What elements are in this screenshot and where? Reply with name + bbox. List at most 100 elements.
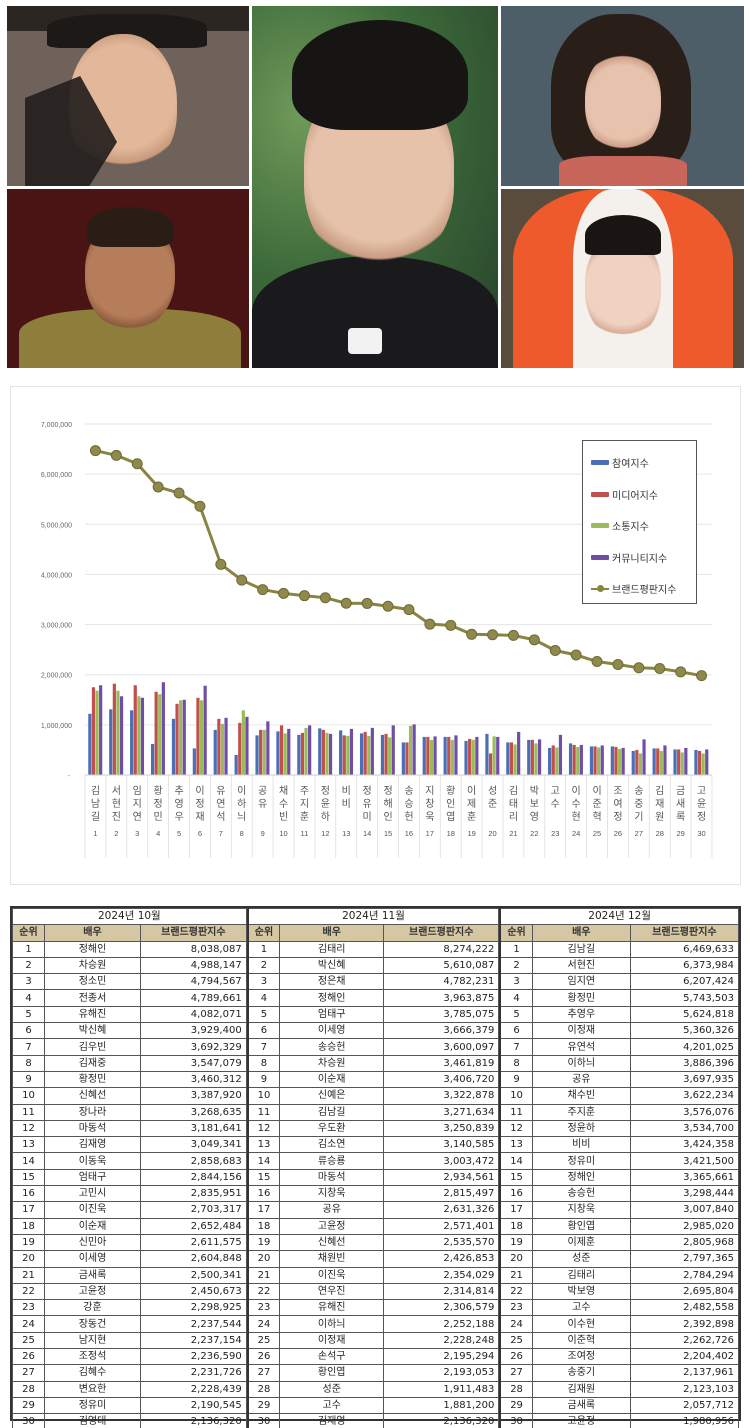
table-row: 18 황인엽 2,985,020	[499, 1217, 740, 1235]
score-cell: 2,835,951	[140, 1185, 247, 1203]
score-cell: 3,697,935	[629, 1070, 740, 1089]
rank-cell: 18	[247, 1217, 281, 1235]
score-cell: 3,421,500	[629, 1152, 740, 1170]
score-cell: 8,038,087	[140, 940, 247, 958]
x-category-label: 지	[133, 798, 142, 810]
actor-cell: 이하늬	[531, 1054, 631, 1072]
bar-2	[346, 735, 350, 775]
bar-2	[492, 736, 496, 775]
x-category-label: 연	[133, 811, 142, 823]
x-category-label: 비	[342, 798, 351, 810]
table-row: 4 정해인 3,963,875	[247, 989, 500, 1007]
score-cell: 1,980,956	[629, 1413, 740, 1428]
brand-index-marker	[528, 634, 540, 646]
header-rank: 순위	[247, 924, 281, 942]
legend-item-community: 커뮤니티지수	[591, 542, 696, 574]
rank-cell: 24	[499, 1315, 533, 1333]
bar-0	[109, 709, 113, 775]
bar-3	[433, 736, 437, 775]
table-row: 11 주지훈 3,576,076	[499, 1103, 740, 1121]
brand-index-marker	[278, 587, 290, 599]
rank-cell: 5	[499, 1005, 533, 1024]
rank-cell: 29	[12, 1396, 45, 1415]
rank-cell: 30	[499, 1413, 533, 1428]
score-cell: 6,373,984	[629, 956, 740, 975]
table-row: 2 박신혜 5,610,087	[247, 956, 500, 975]
bar-2	[513, 744, 517, 775]
bar-0	[694, 749, 698, 775]
header-score: 브랜드평판지수	[383, 924, 500, 942]
score-cell: 3,534,700	[629, 1119, 740, 1138]
table-december: 2024년 12월 순위 배우 브랜드평판지수 1 김남길 6,469,633 …	[499, 907, 740, 1428]
bar-3	[517, 731, 521, 775]
actor-cell: 정은채	[279, 973, 385, 991]
actor-cell: 고윤정	[531, 1413, 631, 1428]
bar-3	[642, 739, 646, 775]
x-rank-label: 19	[467, 829, 475, 838]
score-cell: 8,274,222	[383, 940, 500, 958]
x-category-label: 훈	[467, 810, 476, 823]
actor-cell: 성준	[279, 1380, 385, 1398]
bar-2	[388, 737, 392, 775]
table-row: 16 송승헌 3,298,444	[499, 1185, 740, 1203]
score-cell: 2,934,561	[383, 1168, 500, 1187]
actor-cell: 주지훈	[531, 1103, 631, 1121]
bar-2	[304, 727, 308, 775]
score-cell: 2,450,673	[140, 1282, 247, 1301]
bar-2	[659, 750, 663, 775]
bar-1	[614, 746, 618, 775]
brand-index-marker	[591, 656, 603, 668]
table-row: 29 고수 1,881,200	[247, 1396, 500, 1415]
rank-cell: 8	[499, 1054, 533, 1072]
rank-cell: 22	[247, 1282, 281, 1301]
table-row: 21 이진욱 2,354,029	[247, 1266, 500, 1284]
score-cell: 1,911,483	[383, 1380, 500, 1398]
x-rank-label: 21	[509, 829, 517, 838]
actor-photo-5	[501, 189, 744, 368]
table-row: 1 김남길 6,469,633	[499, 940, 740, 958]
actor-cell: 채수빈	[531, 1087, 631, 1105]
bar-2	[179, 700, 183, 775]
bar-1	[468, 738, 472, 775]
month-title: 2024년 11월	[247, 907, 500, 926]
table-row: 10 신혜선 3,387,920	[12, 1087, 247, 1105]
rank-cell: 20	[12, 1250, 45, 1268]
table-row: 14 정유미 3,421,500	[499, 1152, 740, 1170]
bar-3	[308, 725, 312, 775]
rank-cell: 14	[499, 1152, 533, 1170]
x-rank-label: 8	[240, 829, 244, 838]
brand-index-marker	[298, 590, 310, 602]
header-score: 브랜드평판지수	[140, 924, 247, 942]
x-rank-label: 26	[614, 829, 622, 838]
bar-0	[234, 754, 238, 775]
score-cell: 2,231,726	[140, 1364, 247, 1382]
x-category-label: 유	[258, 798, 267, 810]
actor-cell: 김소연	[279, 1136, 385, 1154]
x-category-label: 혁	[592, 811, 601, 823]
score-cell: 2,604,848	[140, 1250, 247, 1268]
score-cell: 2,237,544	[140, 1315, 247, 1333]
brand-index-marker	[696, 670, 708, 682]
header-actor: 배우	[44, 924, 141, 942]
score-cell: 2,805,968	[629, 1233, 740, 1252]
bar-3	[621, 747, 625, 775]
score-cell: 4,201,025	[629, 1038, 740, 1056]
rank-cell: 3	[247, 973, 281, 991]
x-category-label: 수	[279, 798, 288, 810]
y-tick-label: 7,000,000	[41, 422, 72, 429]
x-category-label: 이	[195, 785, 204, 797]
score-cell: 3,268,635	[140, 1103, 247, 1121]
x-category-label: 헌	[404, 811, 413, 823]
table-row: 22 고윤정 2,450,673	[12, 1282, 247, 1301]
x-category-label: 제	[467, 798, 476, 810]
bar-0	[548, 747, 552, 775]
table-row: 4 전종서 4,789,661	[12, 989, 247, 1007]
rank-cell: 17	[247, 1201, 281, 1219]
rank-cell: 3	[12, 973, 45, 991]
actor-photo-3	[252, 6, 498, 368]
bar-2	[555, 747, 559, 775]
brand-index-marker	[173, 487, 185, 499]
score-cell: 2,228,248	[383, 1331, 500, 1350]
actor-cell: 신혜선	[279, 1233, 385, 1252]
bar-3	[600, 745, 604, 775]
